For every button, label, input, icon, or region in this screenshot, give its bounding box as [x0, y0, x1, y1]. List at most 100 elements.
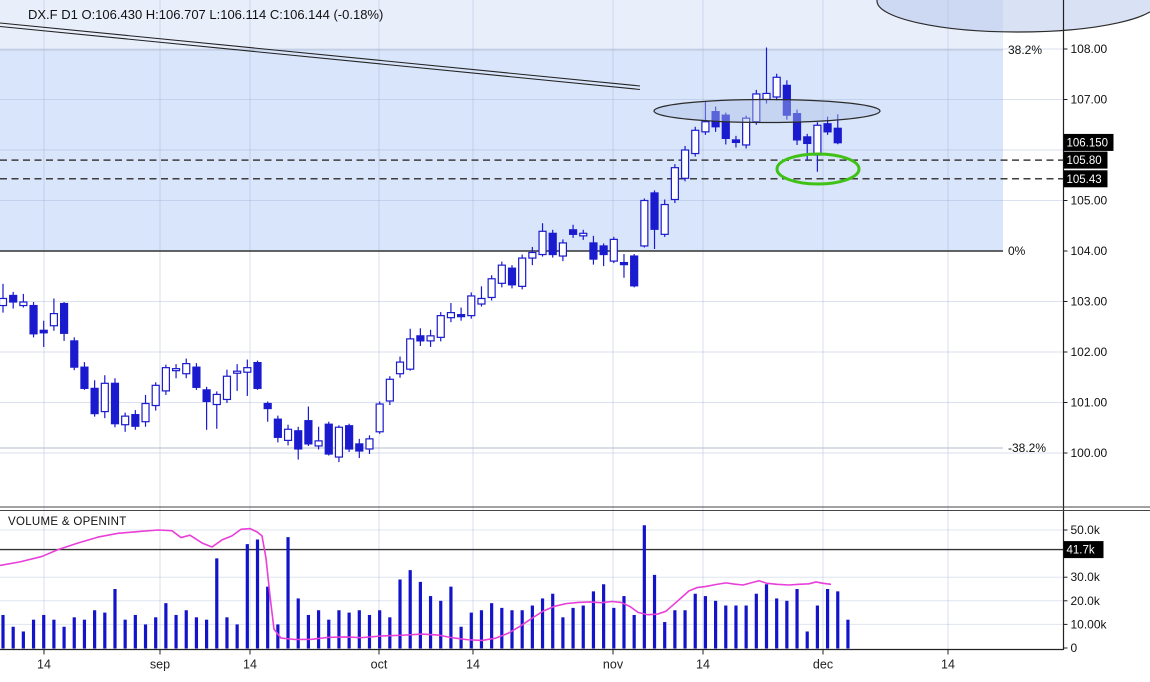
candle: [385, 376, 394, 406]
price-axis-label: 108.00: [1071, 42, 1108, 56]
candle: [355, 438, 364, 459]
candle: [283, 424, 293, 446]
candle-body: [630, 255, 639, 287]
candle-body: [222, 375, 232, 401]
candle: [446, 303, 456, 323]
candle: [711, 106, 720, 132]
candle: [233, 364, 242, 391]
candle: [721, 112, 730, 145]
symbol-ohlc-title: DX.F D1 O:106.430 H:106.707 L:106.114 C:…: [28, 7, 383, 22]
candle: [121, 412, 130, 432]
time-axis-label: 14: [37, 658, 51, 672]
candle: [487, 275, 496, 301]
candle: [59, 302, 69, 341]
candle: [701, 102, 710, 135]
price-axis-label: 102.00: [1071, 345, 1108, 359]
candle-body: [294, 430, 303, 450]
candle: [416, 328, 425, 346]
candle: [497, 261, 506, 288]
candle: [243, 359, 252, 396]
candle-body: [70, 340, 79, 368]
trendline-upper[interactable]: [0, 22, 641, 87]
candle: [395, 356, 405, 378]
candle-body: [507, 267, 517, 286]
candle-body: [385, 378, 394, 402]
candle-body: [19, 301, 28, 307]
candle: [568, 224, 578, 238]
price-marker-label: 106.150: [1067, 137, 1109, 149]
candle-body: [355, 443, 364, 452]
green-ellipse-annotation[interactable]: [775, 152, 861, 186]
candle-body: [691, 129, 700, 155]
candle-body: [182, 363, 191, 375]
candle: [253, 360, 262, 390]
candle: [141, 394, 150, 427]
candle: [375, 401, 384, 434]
candle-body: [9, 294, 18, 303]
candle: [151, 382, 160, 411]
candle-body: [39, 329, 48, 334]
candle: [426, 329, 435, 347]
time-axis-label: 14: [941, 658, 955, 672]
candle-body: [304, 420, 313, 445]
price-marker-box: [1063, 133, 1114, 151]
ellipse-annotation[interactable]: [876, 0, 1150, 33]
level-lines-layer: [0, 22, 1064, 551]
volume-bars-layer: [1, 525, 850, 649]
fib-level-label: 0%: [1008, 244, 1026, 258]
candle: [558, 239, 568, 262]
time-axis-label: nov: [603, 658, 624, 672]
candle-body: [395, 361, 405, 375]
candle: [803, 133, 812, 161]
candle: [161, 364, 170, 395]
candle-body: [243, 367, 252, 373]
candle-body: [823, 123, 832, 133]
candle-body: [772, 76, 781, 98]
candle-body: [650, 192, 659, 230]
price-marker-box: [1063, 170, 1108, 188]
volume-axis-label: 20.0k: [1071, 594, 1101, 608]
candle: [212, 391, 221, 429]
candle-body: [365, 438, 374, 450]
candle-body: [202, 389, 211, 403]
candle: [752, 89, 761, 125]
candles-layer: [0, 47, 842, 463]
candle-body: [599, 245, 608, 256]
candle-body: [568, 229, 578, 235]
background-layer: [0, 0, 1003, 251]
candle: [833, 114, 842, 145]
price-marker-label: 105.43: [1067, 174, 1102, 186]
volume-axis-label: 10.00k: [1071, 617, 1108, 631]
candle: [334, 425, 344, 463]
candle-body: [212, 393, 221, 406]
volume-axis-label: 30.0k: [1071, 570, 1101, 584]
candle-body: [518, 257, 527, 287]
candle-body: [131, 414, 140, 427]
candle: [273, 415, 282, 443]
candle-body: [151, 384, 160, 407]
oi-level-box: [1063, 541, 1104, 559]
price-axis-label: 101.00: [1071, 396, 1108, 410]
candle-body: [273, 418, 282, 438]
candle-body: [548, 232, 557, 256]
candle: [630, 254, 639, 288]
fib-zone-lower-shading: [0, 50, 1003, 251]
candle: [660, 199, 669, 237]
candle: [202, 386, 211, 430]
candle: [599, 243, 608, 267]
candle-body: [283, 428, 293, 441]
candle: [39, 320, 48, 347]
ellipse-annotation[interactable]: [653, 98, 881, 124]
time-axis-label: oct: [371, 658, 388, 672]
candle-body: [263, 402, 272, 410]
candle-body: [110, 382, 120, 425]
candle: [345, 423, 354, 452]
candle: [742, 115, 751, 149]
candle: [467, 292, 476, 319]
trendline-lower[interactable]: [0, 25, 641, 91]
gridline-layer: [0, 0, 1064, 650]
candle-body: [538, 230, 547, 256]
candle: [0, 283, 8, 313]
